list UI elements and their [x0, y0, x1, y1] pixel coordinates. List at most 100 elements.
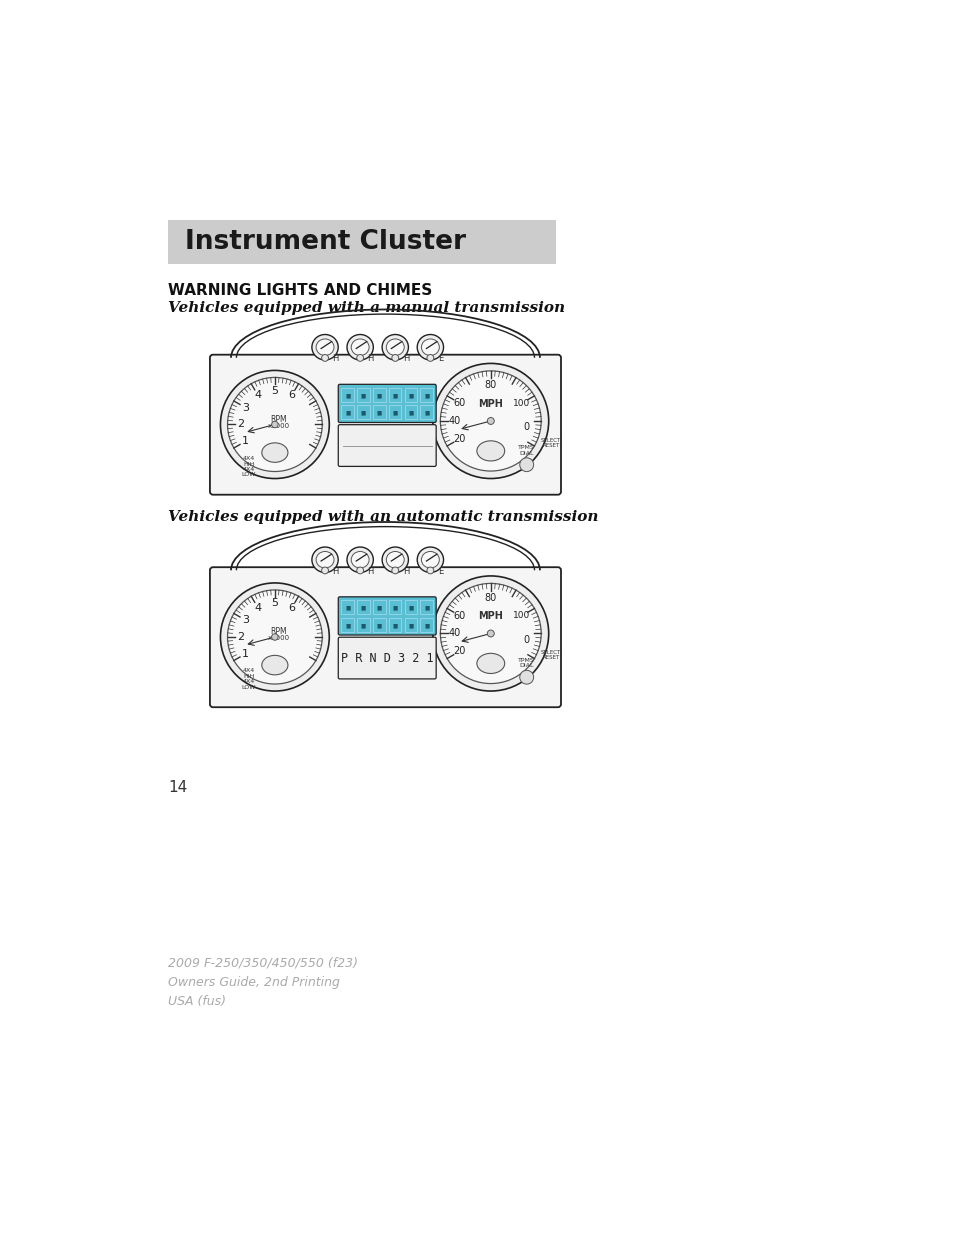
Text: 40: 40 — [448, 416, 460, 426]
Bar — [373, 600, 385, 614]
Text: 2: 2 — [237, 632, 244, 642]
Ellipse shape — [351, 338, 369, 356]
Text: H: H — [402, 567, 409, 576]
Text: 0: 0 — [522, 422, 529, 432]
Text: 4: 4 — [254, 603, 261, 613]
Circle shape — [519, 671, 533, 684]
Text: 5: 5 — [271, 599, 278, 609]
Text: P R N D 3 2 1: P R N D 3 2 1 — [340, 652, 433, 664]
Ellipse shape — [347, 547, 373, 573]
Bar — [356, 405, 370, 419]
Text: TPMS
DIAL: TPMS DIAL — [517, 658, 535, 668]
Ellipse shape — [416, 335, 443, 359]
Text: 6: 6 — [288, 603, 294, 613]
Text: ■: ■ — [392, 605, 397, 610]
Text: ■: ■ — [376, 605, 381, 610]
Circle shape — [272, 421, 278, 427]
Text: 5: 5 — [271, 387, 278, 396]
Text: 3: 3 — [242, 403, 249, 412]
Text: ■: ■ — [392, 410, 397, 415]
Ellipse shape — [476, 653, 504, 673]
Circle shape — [228, 378, 322, 472]
Text: 0: 0 — [522, 635, 529, 645]
Text: Vehicles equipped with a manual transmission: Vehicles equipped with a manual transmis… — [168, 300, 564, 315]
Circle shape — [433, 576, 548, 692]
Ellipse shape — [386, 338, 404, 356]
Bar — [420, 600, 433, 614]
Bar — [373, 618, 385, 632]
Text: 4X4
HIH: 4X4 HIH — [242, 456, 254, 467]
Bar — [389, 618, 401, 632]
Ellipse shape — [315, 338, 334, 356]
Circle shape — [392, 567, 398, 574]
Text: ■: ■ — [360, 410, 366, 415]
Text: SELECT/
RESET: SELECT/ RESET — [540, 650, 562, 661]
Text: H: H — [367, 354, 374, 363]
Ellipse shape — [386, 552, 404, 568]
Text: ■: ■ — [408, 624, 413, 629]
Ellipse shape — [312, 335, 338, 359]
Text: MPH: MPH — [477, 399, 502, 409]
Bar — [404, 600, 416, 614]
Ellipse shape — [421, 552, 439, 568]
Text: MPH: MPH — [477, 611, 502, 621]
Bar — [404, 405, 416, 419]
Text: ■: ■ — [360, 605, 366, 610]
Text: Vehicles equipped with an automatic transmission: Vehicles equipped with an automatic tran… — [168, 510, 598, 524]
Text: H: H — [332, 354, 338, 363]
Text: TPMS
DIAL: TPMS DIAL — [517, 445, 535, 456]
Text: ■: ■ — [345, 393, 350, 398]
Bar — [356, 388, 370, 401]
Bar — [356, 600, 370, 614]
Bar — [341, 388, 354, 401]
Text: 4: 4 — [254, 390, 261, 400]
Text: x1000: x1000 — [268, 422, 290, 429]
Ellipse shape — [421, 338, 439, 356]
Text: 40: 40 — [448, 629, 460, 638]
Circle shape — [519, 458, 533, 472]
Bar — [389, 405, 401, 419]
Circle shape — [487, 417, 494, 425]
Text: 4X4
HIH: 4X4 HIH — [242, 668, 254, 679]
Text: 80: 80 — [484, 380, 497, 390]
Text: H: H — [332, 567, 338, 576]
Text: 20: 20 — [453, 433, 465, 443]
Bar — [404, 388, 416, 401]
Text: RPM: RPM — [270, 627, 287, 636]
FancyBboxPatch shape — [338, 384, 436, 422]
Bar — [373, 388, 385, 401]
Circle shape — [220, 370, 329, 478]
Circle shape — [392, 354, 398, 362]
Text: ■: ■ — [360, 624, 366, 629]
Text: E: E — [437, 354, 442, 363]
Ellipse shape — [347, 335, 373, 359]
Text: ■: ■ — [376, 624, 381, 629]
Circle shape — [228, 590, 322, 684]
Text: RPM: RPM — [270, 415, 287, 424]
Circle shape — [440, 370, 540, 471]
Bar — [341, 405, 354, 419]
Circle shape — [433, 363, 548, 478]
Text: E: E — [437, 567, 442, 576]
Ellipse shape — [312, 547, 338, 573]
Bar — [341, 600, 354, 614]
Circle shape — [321, 567, 328, 574]
Text: ■: ■ — [424, 410, 429, 415]
Bar — [404, 618, 416, 632]
Text: 20: 20 — [453, 646, 465, 656]
Text: Instrument Cluster: Instrument Cluster — [185, 230, 466, 256]
Circle shape — [487, 630, 494, 637]
Text: ■: ■ — [392, 393, 397, 398]
Ellipse shape — [261, 443, 288, 462]
Circle shape — [272, 634, 278, 640]
Text: ■: ■ — [424, 393, 429, 398]
Text: ■: ■ — [376, 393, 381, 398]
Circle shape — [427, 354, 434, 362]
Text: ■: ■ — [360, 393, 366, 398]
FancyBboxPatch shape — [210, 354, 560, 495]
Text: ■: ■ — [424, 624, 429, 629]
Text: x1000: x1000 — [268, 635, 290, 641]
Text: 2: 2 — [237, 420, 244, 430]
FancyBboxPatch shape — [338, 637, 436, 679]
Ellipse shape — [382, 335, 408, 359]
